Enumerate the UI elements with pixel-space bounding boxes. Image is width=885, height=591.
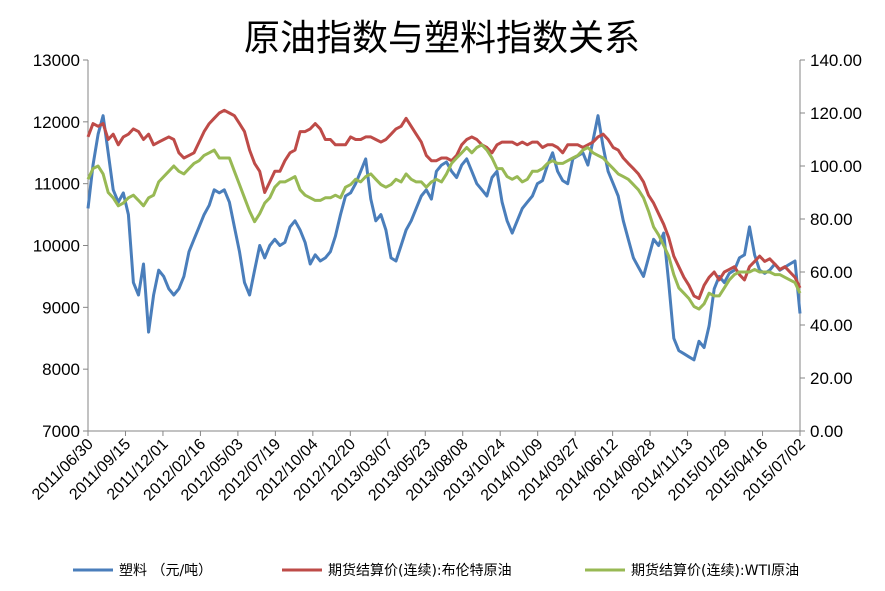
y-right-tick-label: 140.00 <box>810 51 862 70</box>
legend-label-2: 期货结算价(连续):WTI原油 <box>631 562 799 579</box>
y-left-tick-label: 9000 <box>42 298 80 317</box>
legend: 塑料 （元/吨） 期货结算价(连续):布伦特原油 期货结算价(连续):WTI原油 <box>73 562 799 579</box>
y-right-tick-label: 20.00 <box>810 369 853 388</box>
y-right-tick-label: 120.00 <box>810 104 862 123</box>
series-line-0 <box>86 114 802 362</box>
y-right-tick-label: 0.00 <box>810 422 843 441</box>
chart-title: 原油指数与塑料指数关系 <box>244 18 640 59</box>
y-right-tick-label: 80.00 <box>810 210 853 229</box>
legend-label-0: 塑料 （元/吨） <box>119 563 212 579</box>
y-left-tick-label: 7000 <box>42 422 80 441</box>
y-left-tick-label: 11000 <box>34 175 80 194</box>
y-left-tick-label: 10000 <box>33 237 80 256</box>
y-left-tick-label: 13000 <box>33 51 80 70</box>
y-right-tick-label: 60.00 <box>810 263 853 282</box>
legend-label-1: 期货结算价(连续):布伦特原油 <box>328 562 512 579</box>
series-lines <box>86 108 802 362</box>
y-left-tick-label: 12000 <box>33 113 80 132</box>
y-right-tick-label: 40.00 <box>810 316 853 335</box>
y-left-tick-label: 8000 <box>42 360 80 379</box>
series-line-2 <box>86 143 802 311</box>
y-right-tick-label: 100.00 <box>810 157 862 176</box>
axes: 7000 8000 9000 10000 11000 12000 13000 0.00 20.0… <box>29 51 862 504</box>
series-line-1 <box>86 108 802 300</box>
